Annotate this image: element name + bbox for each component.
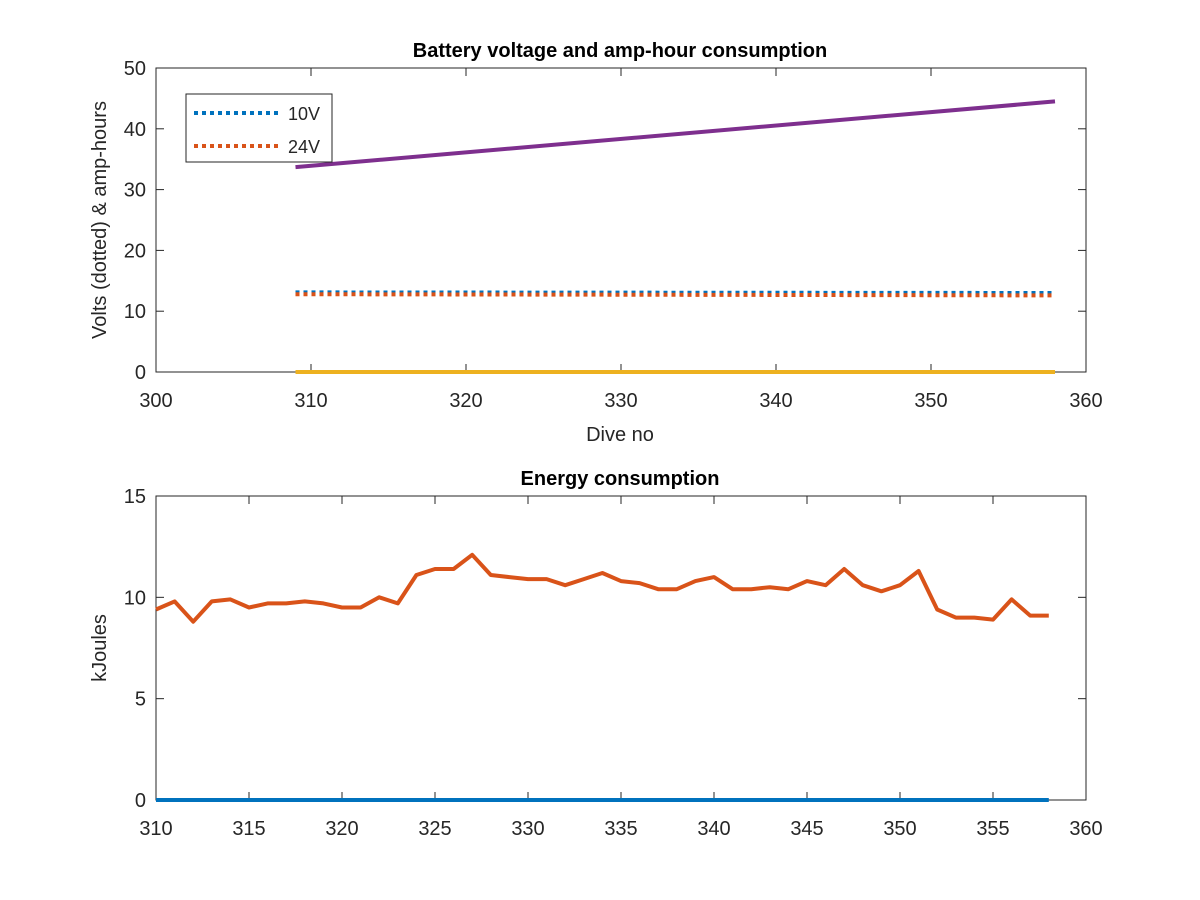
top-x-tick-label: 320 bbox=[449, 390, 482, 412]
bottom-x-tick-label: 335 bbox=[604, 818, 637, 840]
bottom-x-tick-label: 330 bbox=[511, 818, 544, 840]
bottom-x-tick-label: 310 bbox=[139, 818, 172, 840]
top-y-tick-label: 20 bbox=[124, 240, 146, 262]
top-axes: Battery voltage and amp-hour consumption… bbox=[89, 40, 1103, 446]
top-y-tick-label: 0 bbox=[135, 362, 146, 384]
bottom-x-tick-label: 345 bbox=[790, 818, 823, 840]
top-y-tick-label: 40 bbox=[124, 119, 146, 141]
top-x-tick-label: 330 bbox=[604, 390, 637, 412]
bottom-chart-title: Energy consumption bbox=[521, 468, 720, 490]
bottom-y-tick-label: 10 bbox=[124, 587, 146, 609]
bottom-x-tick-label: 350 bbox=[883, 818, 916, 840]
bottom-y-tick-label: 0 bbox=[135, 790, 146, 812]
bottom-x-tick-label: 340 bbox=[697, 818, 730, 840]
top-x-tick-label: 300 bbox=[139, 390, 172, 412]
top-y-axis-label: Volts (dotted) & amp-hours bbox=[89, 101, 111, 339]
bottom-y-axis-label: kJoules bbox=[89, 614, 111, 682]
legend-10v-label: 10V bbox=[288, 104, 320, 124]
top-chart-title: Battery voltage and amp-hour consumption bbox=[413, 40, 827, 62]
bottom-x-tick-label: 315 bbox=[232, 818, 265, 840]
top-y-tick-label: 30 bbox=[124, 180, 146, 202]
top-x-tick-label: 360 bbox=[1069, 390, 1102, 412]
bottom-y-tick-label: 15 bbox=[124, 486, 146, 508]
top-y-tick-label: 50 bbox=[124, 58, 146, 80]
top-series-line-3 bbox=[295, 99, 1056, 170]
top-x-tick-label: 350 bbox=[914, 390, 947, 412]
top-x-axis-label: Dive no bbox=[586, 424, 654, 446]
top-y-tick-label: 10 bbox=[124, 301, 146, 323]
top-series-10v bbox=[295, 290, 1056, 295]
bottom-x-tick-label: 360 bbox=[1069, 818, 1102, 840]
bottom-x-tick-label: 325 bbox=[418, 818, 451, 840]
top-x-tick-label: 310 bbox=[294, 390, 327, 412]
legend-24v-label: 24V bbox=[288, 137, 320, 157]
legend-box bbox=[185, 93, 333, 163]
bottom-series-line-1 bbox=[155, 552, 1049, 624]
bottom-x-tick-label: 355 bbox=[976, 818, 1009, 840]
top-legend: 10V 24V bbox=[185, 93, 333, 163]
top-x-tick-label: 340 bbox=[759, 390, 792, 412]
bottom-axes: Energy consumption kJoules 310 315 320 325 3… bbox=[89, 468, 1103, 840]
top-series-24v bbox=[295, 292, 1056, 298]
bottom-x-tick-label: 320 bbox=[325, 818, 358, 840]
bottom-y-tick-label: 5 bbox=[135, 689, 146, 711]
